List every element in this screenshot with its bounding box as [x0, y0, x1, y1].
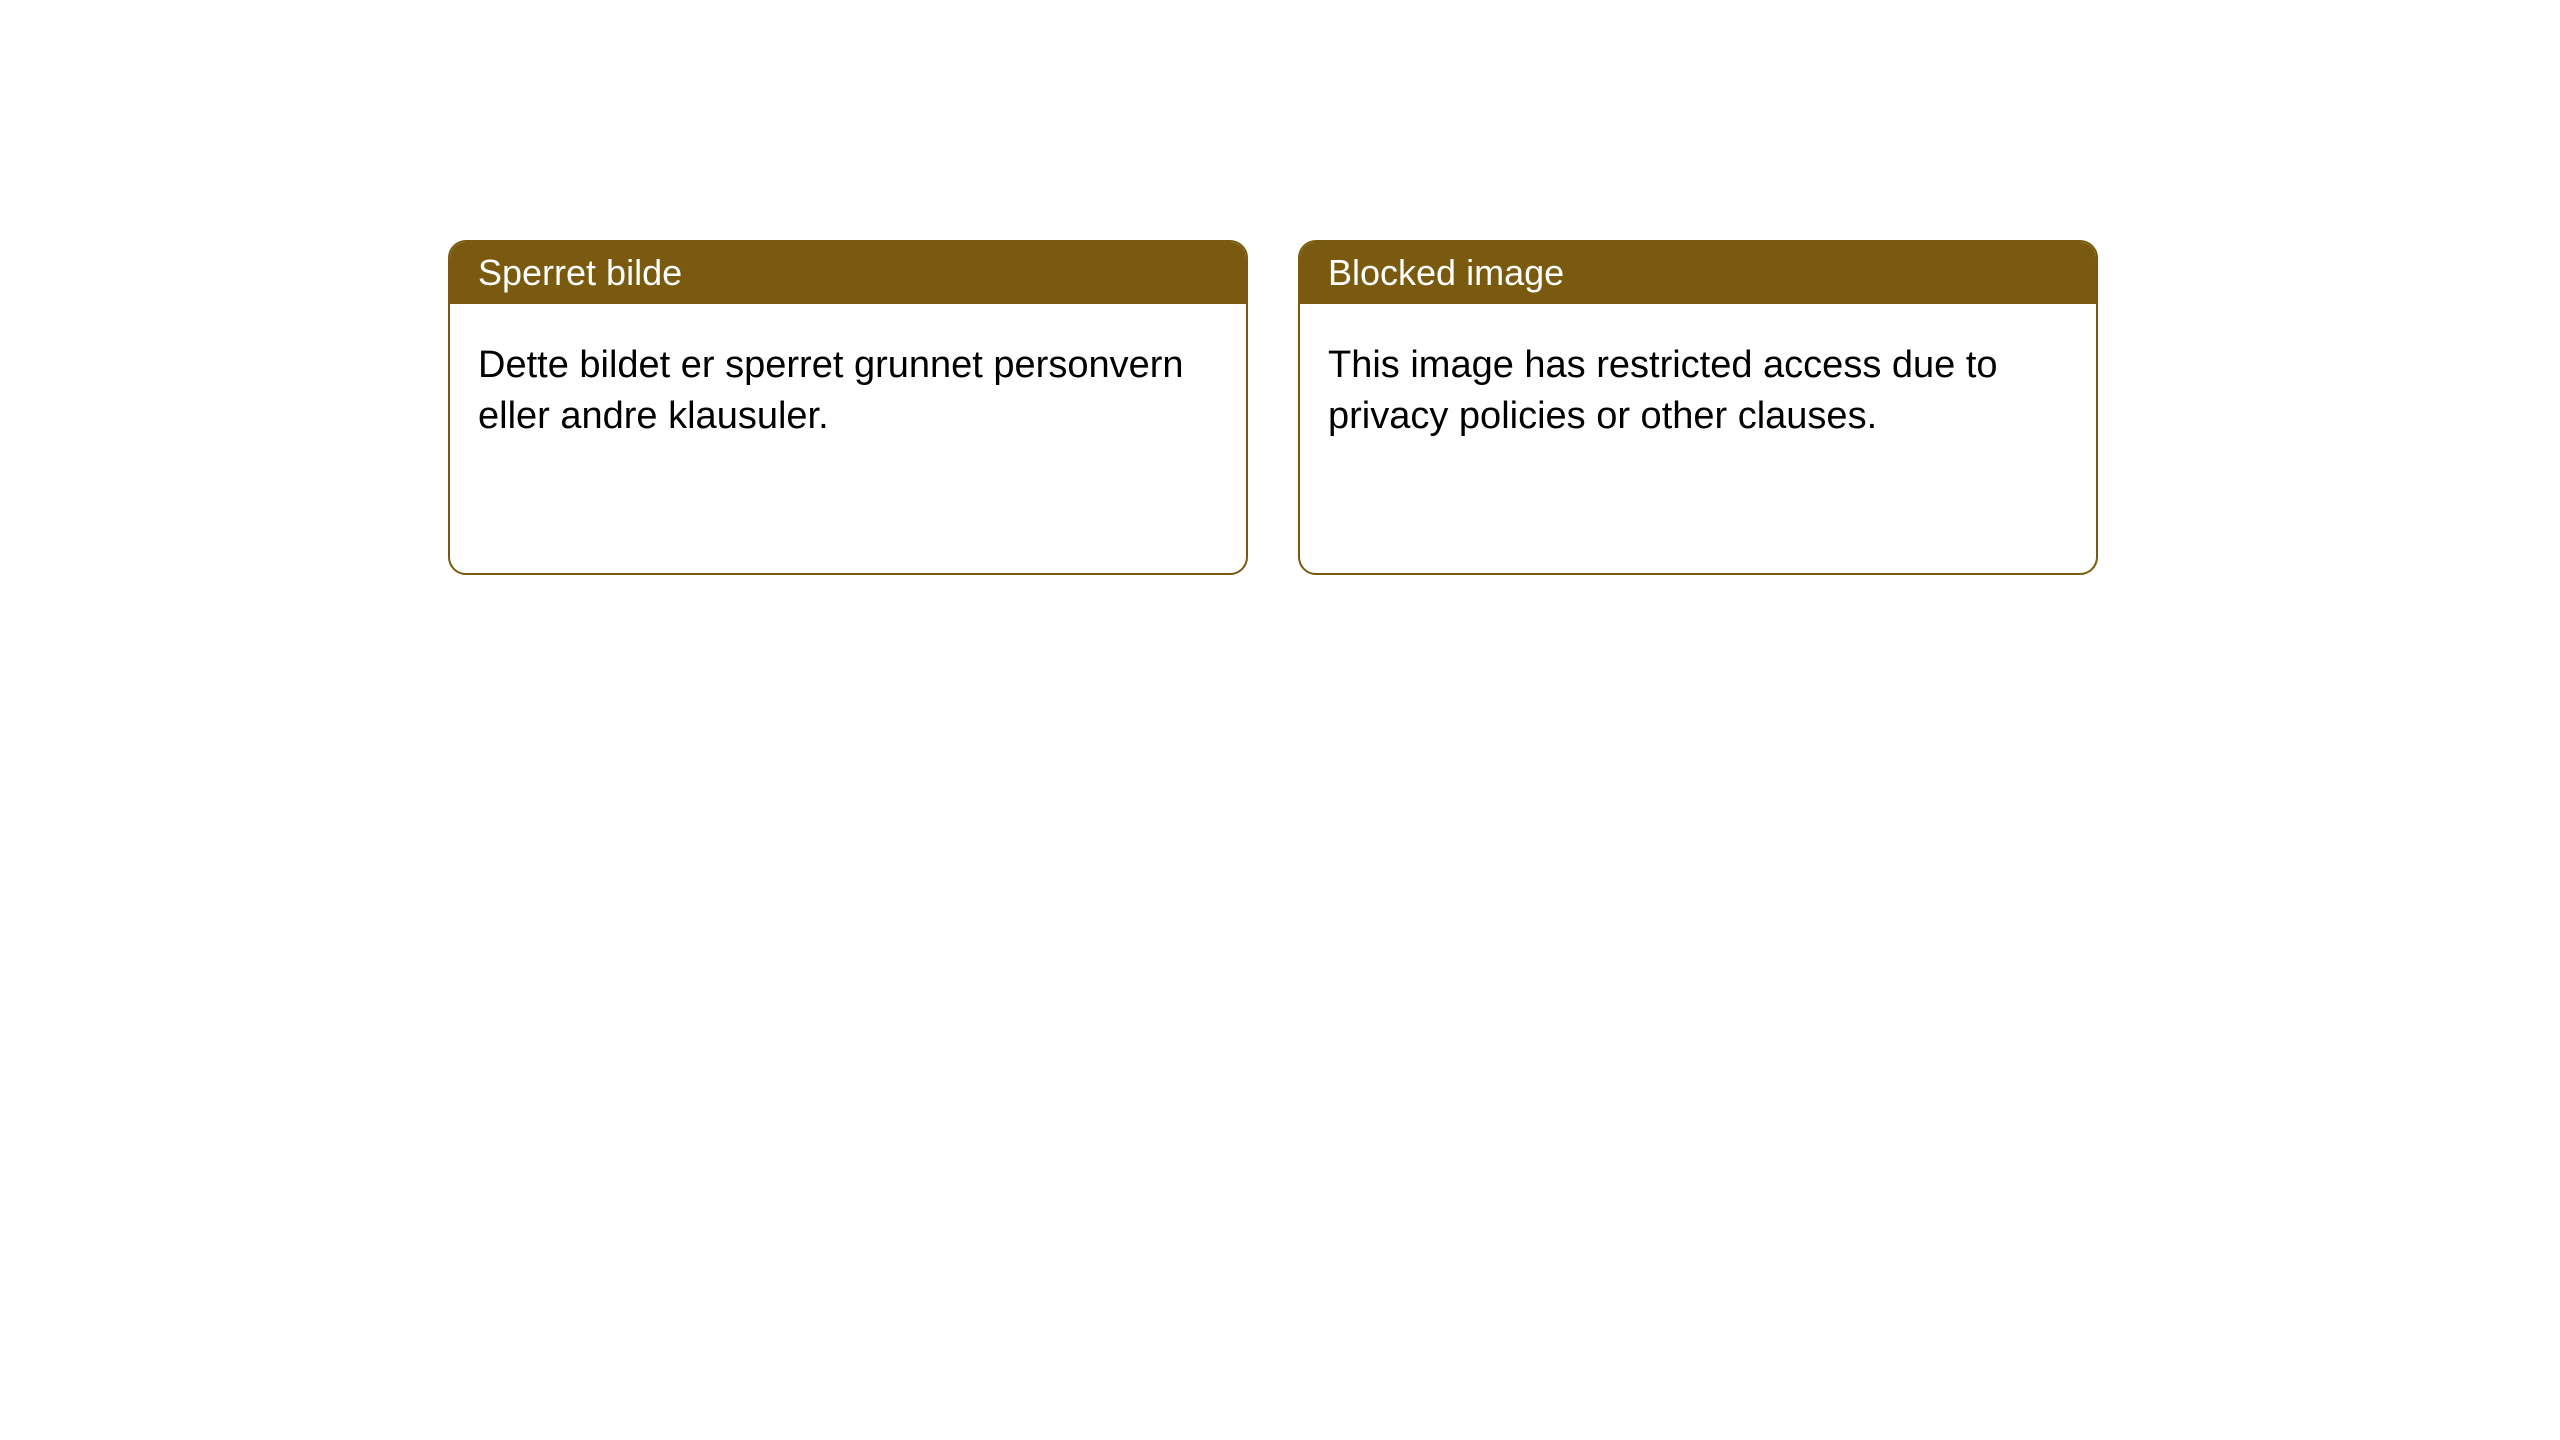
- notice-header: Blocked image: [1300, 242, 2096, 304]
- notice-card-norwegian: Sperret bilde Dette bildet er sperret gr…: [448, 240, 1248, 575]
- notice-body: This image has restricted access due to …: [1300, 304, 2096, 479]
- notice-card-english: Blocked image This image has restricted …: [1298, 240, 2098, 575]
- notice-body: Dette bildet er sperret grunnet personve…: [450, 304, 1246, 479]
- notice-header: Sperret bilde: [450, 242, 1246, 304]
- notice-text: Dette bildet er sperret grunnet personve…: [478, 344, 1184, 437]
- notice-container: Sperret bilde Dette bildet er sperret gr…: [0, 0, 2560, 575]
- notice-text: This image has restricted access due to …: [1328, 344, 1998, 437]
- notice-title: Blocked image: [1328, 252, 1564, 293]
- notice-title: Sperret bilde: [478, 252, 682, 293]
